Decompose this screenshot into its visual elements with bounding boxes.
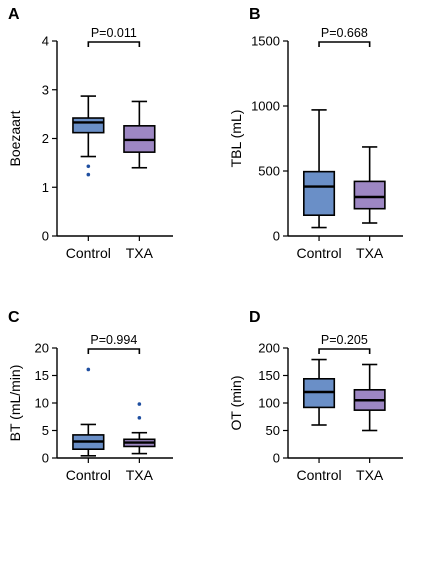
x-tick-label: TXA [356, 467, 384, 483]
box-txa [123, 100, 156, 169]
outlier-point [86, 172, 91, 177]
x-tick-label: Control [66, 245, 111, 261]
panel-c: C 0 5 10 15 20 BT (mL/min) Control TXA P=0.994 [7, 309, 173, 483]
y-tick-label: 15 [35, 368, 49, 383]
y-tick-label: 0 [273, 451, 280, 466]
y-tick-label: 2 [42, 131, 49, 146]
outlier-point [137, 416, 142, 420]
outlier-point [86, 367, 91, 372]
x-tick-label: Control [66, 467, 111, 483]
panel-label: D [249, 309, 261, 326]
y-tick-label: 150 [258, 368, 280, 383]
p-value-label: P=0.011 [91, 26, 137, 40]
box-control [303, 358, 336, 426]
significance-bracket [318, 348, 371, 354]
y-axis-label: Boezaart [7, 110, 23, 166]
y-tick-label: 3 [42, 82, 49, 97]
significance-bracket [87, 41, 141, 47]
outlier-point [86, 164, 91, 169]
iqr-box [72, 117, 105, 134]
panel-label: C [8, 309, 20, 326]
y-axis-label: TBL (mL) [228, 110, 244, 168]
panel-label: A [8, 6, 20, 23]
box-control [72, 367, 105, 457]
significance-bracket [318, 41, 371, 47]
y-tick-label: 1500 [251, 34, 280, 49]
p-value-label: P=0.205 [321, 333, 368, 347]
iqr-box [303, 170, 336, 216]
y-tick-label: 500 [258, 164, 280, 179]
y-tick-label: 50 [266, 423, 280, 438]
y-tick-label: 5 [42, 423, 49, 438]
panel-a: A 0 1 2 3 4 Boezaart Control TXA P=0.011 [7, 6, 173, 261]
box-txa [123, 402, 156, 455]
y-tick-label: 0 [273, 229, 280, 244]
x-tick-label: TXA [126, 245, 154, 261]
y-axis-label: OT (min) [228, 376, 244, 431]
box-txa [353, 146, 386, 224]
iqr-box [353, 180, 386, 210]
y-tick-label: 1000 [251, 99, 280, 114]
p-value-label: P=0.668 [321, 26, 368, 40]
y-tick-label: 20 [35, 341, 49, 356]
box-control [72, 95, 105, 177]
box-txa [353, 363, 386, 432]
x-tick-label: TXA [126, 467, 154, 483]
panel-b: B 0 500 1000 1500 TBL (mL) Control TXA P=0.668 [228, 6, 403, 261]
box-control [303, 109, 336, 229]
y-tick-label: 10 [35, 396, 49, 411]
panel-d: D 0 50 100 150 200 OT (min) Control TXA P=0.205 [228, 309, 403, 483]
y-tick-label: 100 [258, 396, 280, 411]
y-tick-label: 4 [42, 34, 49, 49]
panel-label: B [249, 6, 261, 23]
outlier-point [137, 402, 142, 406]
y-tick-label: 0 [42, 229, 49, 244]
x-tick-label: Control [296, 245, 341, 261]
y-tick-label: 1 [42, 180, 49, 195]
y-axis-label: BT (mL/min) [7, 365, 23, 442]
y-tick-label: 0 [42, 451, 49, 466]
significance-bracket [87, 348, 141, 354]
p-value-label: P=0.994 [90, 333, 137, 347]
x-tick-label: TXA [356, 245, 384, 261]
x-tick-label: Control [296, 467, 341, 483]
y-tick-label: 200 [258, 341, 280, 356]
